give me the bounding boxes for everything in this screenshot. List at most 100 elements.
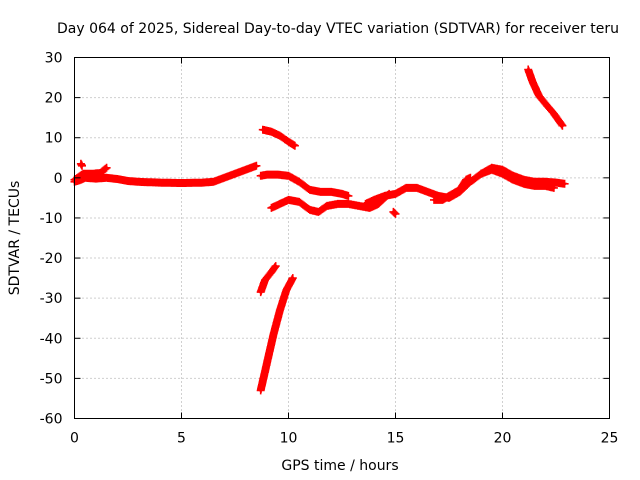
data-point [511, 178, 515, 182]
series-markers [258, 125, 299, 150]
series-track-5 [258, 125, 299, 150]
data-point [284, 288, 288, 292]
data-point [329, 190, 333, 194]
data-point [543, 184, 547, 188]
data-point [522, 182, 526, 186]
x-tick-label: 20 [494, 431, 512, 447]
data-point [274, 264, 278, 268]
data-layer [70, 65, 569, 395]
y-tick-label: 30 [45, 51, 63, 67]
data-point [265, 360, 269, 364]
data-point [552, 186, 556, 190]
data-point [426, 190, 430, 194]
data-point [158, 181, 162, 185]
data-point [269, 130, 273, 134]
series-track-12 [256, 262, 280, 297]
chart-title: Day 064 of 2025, Sidereal Day-to-day VTE… [57, 21, 619, 37]
series-markers [256, 170, 353, 200]
y-tick-label: 20 [45, 91, 63, 107]
data-point [560, 124, 564, 128]
data-point [212, 180, 216, 184]
data-point [432, 198, 436, 202]
x-tick-label: 5 [177, 431, 186, 447]
data-point [98, 171, 102, 175]
data-point [441, 198, 445, 202]
x-tick-label: 10 [280, 431, 298, 447]
data-point [244, 168, 248, 172]
series-track-11 [524, 65, 567, 130]
y-tick-label: -20 [40, 251, 63, 267]
y-tick-label: 0 [54, 171, 63, 187]
data-point [269, 206, 273, 210]
data-point [364, 202, 368, 206]
data-point [530, 80, 534, 84]
series-track-8 [430, 173, 475, 204]
data-point [357, 204, 361, 208]
data-point [287, 174, 290, 178]
data-point [415, 186, 419, 190]
plot-frame [74, 57, 610, 419]
data-point [479, 172, 483, 176]
y-tick-label: -30 [40, 291, 63, 307]
data-point [394, 192, 397, 196]
data-point [81, 172, 85, 176]
y-tick-label: -40 [40, 331, 63, 347]
data-point [376, 202, 380, 206]
series-track-10 [389, 207, 400, 218]
data-point [458, 188, 462, 192]
grid [74, 57, 610, 419]
data-point [543, 102, 547, 106]
data-point [94, 177, 98, 181]
data-point [308, 188, 312, 192]
data-point [259, 388, 263, 392]
data-point [391, 210, 395, 214]
series-track-9 [477, 165, 558, 192]
data-point [105, 166, 109, 170]
axis-ticks: 0 5 10 15 20 25 -60 -50 -40 -30 -20 -10 0 10 20 30 [40, 51, 619, 447]
data-point [447, 194, 451, 198]
data-point [308, 208, 312, 212]
data-point [297, 200, 301, 204]
data-point [254, 164, 258, 168]
data-point [501, 172, 504, 176]
series-track-4 [256, 170, 353, 200]
data-point [293, 144, 297, 148]
data-point [404, 186, 408, 190]
data-point [336, 202, 340, 206]
data-point [126, 179, 130, 183]
y-axis-label: SDTVAR / TECUs [7, 181, 23, 296]
data-point [259, 290, 263, 294]
data-point [325, 204, 329, 208]
data-point [316, 210, 320, 214]
data-point [261, 128, 265, 132]
y-tick-label: -60 [40, 412, 63, 428]
data-point [464, 178, 468, 182]
data-point [537, 94, 541, 98]
data-point [222, 176, 226, 180]
data-point [297, 180, 301, 184]
data-point [278, 134, 282, 138]
data-point [287, 198, 290, 202]
data-point [201, 181, 205, 185]
data-point [526, 68, 530, 72]
x-tick-label: 0 [70, 431, 79, 447]
data-point [115, 177, 119, 181]
data-point [340, 192, 344, 196]
data-point [259, 174, 263, 178]
data-point [137, 180, 141, 184]
data-point [272, 332, 276, 336]
data-point [554, 181, 558, 185]
data-point [346, 194, 350, 198]
data-point [276, 173, 280, 177]
data-point [233, 172, 237, 176]
data-point [105, 176, 109, 180]
data-point [278, 202, 282, 206]
data-point [346, 202, 350, 206]
data-point [468, 176, 472, 180]
data-point [563, 182, 567, 186]
x-axis-label: GPS time / hours [281, 458, 398, 474]
data-point [80, 164, 84, 168]
data-point [180, 181, 183, 185]
data-point [383, 194, 387, 198]
